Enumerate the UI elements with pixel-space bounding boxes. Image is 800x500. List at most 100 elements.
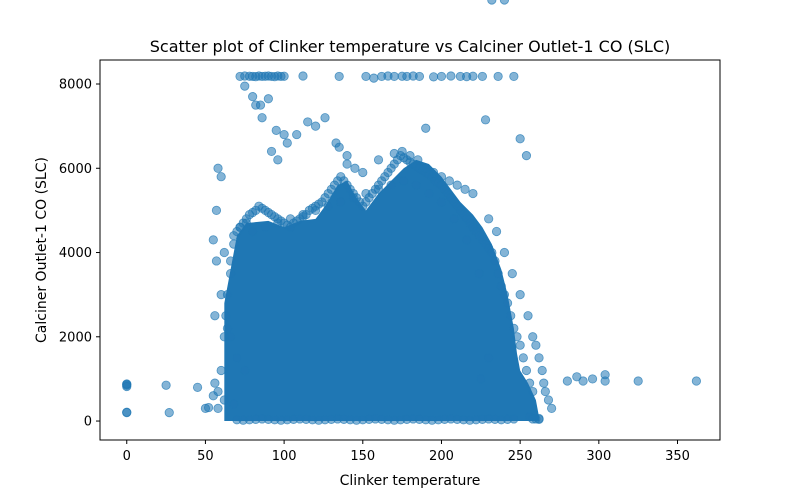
scatter-point: [386, 180, 396, 190]
y-tick-label: 2000: [59, 330, 92, 345]
scatter-point: [229, 231, 239, 241]
scatter-point: [213, 163, 223, 173]
scatter-point: [161, 380, 171, 390]
scatter-point: [484, 214, 494, 224]
scatter-point: [502, 298, 513, 308]
scatter-point: [336, 197, 346, 207]
x-tick-label: 350: [665, 449, 690, 464]
scatter-point: [531, 340, 541, 350]
scatter-point: [468, 188, 478, 199]
x-axis: 0 50 100 150 200 250 300 350: [123, 440, 690, 464]
scatter-point: [342, 159, 352, 169]
scatter-point: [219, 247, 229, 258]
scatter-point: [334, 71, 344, 82]
x-tick-label: 200: [429, 449, 454, 464]
scatter-point: [487, 0, 497, 5]
x-tick-label: 50: [197, 449, 214, 464]
scatter-point: [572, 372, 582, 382]
scatter-point: [515, 134, 525, 144]
scatter-point: [499, 0, 510, 5]
scatter-point: [260, 222, 270, 232]
scatter-point: [358, 167, 368, 178]
chart-title: Scatter plot of Clinker temperature vs C…: [150, 37, 671, 56]
scatter-point: [587, 374, 598, 384]
scatter-point: [320, 113, 330, 123]
scatter-point: [474, 268, 484, 279]
y-tick-label: 8000: [59, 78, 92, 93]
dense-point-cloud: [224, 159, 540, 422]
scatter-point: [271, 125, 281, 135]
scatter-point: [219, 395, 229, 405]
y-tick-label: 0: [84, 415, 92, 430]
scatter-point: [240, 81, 250, 91]
scatter-point: [279, 71, 289, 81]
scatter-point: [496, 281, 506, 291]
scatter-point: [523, 311, 533, 321]
scatter-point: [468, 71, 478, 81]
scatter-point: [221, 311, 231, 321]
scatter-point: [460, 184, 470, 194]
scatter-point: [373, 155, 384, 165]
scatter-point: [389, 71, 399, 82]
scatter-point: [444, 176, 454, 186]
scatter-point: [229, 239, 239, 249]
scatter-point: [487, 247, 497, 258]
scatter-point: [509, 323, 519, 333]
scatter-point: [211, 205, 222, 215]
scatter-point: [633, 376, 643, 386]
scatter-point: [310, 205, 321, 215]
scatter-point: [298, 210, 308, 220]
x-tick-label: 150: [350, 449, 375, 464]
scatter-point: [534, 353, 544, 363]
scatter-point: [303, 117, 313, 127]
y-axis: 0 2000 4000 6000 8000: [59, 78, 100, 430]
scatter-point: [282, 138, 292, 148]
plot-frame: [99, 59, 721, 441]
scatter-point: [521, 151, 532, 161]
scatter-point: [476, 374, 486, 384]
scatter-point: [540, 386, 550, 397]
scatter-point: [405, 151, 415, 161]
scatter-point: [493, 268, 503, 279]
scatter-point: [413, 155, 423, 165]
scatter-point: [241, 218, 251, 228]
scatter-point: [509, 71, 519, 82]
dense-point-region: [224, 159, 540, 422]
scatter-point: [251, 100, 261, 110]
scatter-point: [499, 247, 510, 258]
scatter-point: [232, 353, 242, 363]
scatter-point: [436, 197, 447, 207]
scatter-point: [292, 129, 302, 140]
x-tick-label: 100: [272, 449, 297, 464]
scatter-point: [229, 399, 239, 409]
scatter-point: [399, 176, 409, 186]
scatter-point: [310, 121, 321, 131]
scatter-point: [521, 365, 532, 376]
scatter-point: [578, 376, 588, 386]
scatter-point: [226, 256, 236, 266]
scatter-point: [462, 235, 472, 245]
scatter-point: [361, 71, 371, 82]
scatter-point: [348, 193, 358, 203]
scatter-point: [506, 311, 516, 321]
scatter-point: [361, 188, 371, 199]
scatter-points: [122, 0, 701, 425]
y-axis-label: Calciner Outlet-1 CO (SLC): [34, 157, 50, 343]
scatter-point: [537, 365, 547, 376]
scatter-point: [263, 94, 273, 104]
scatter-point: [210, 378, 220, 388]
plot-area: [122, 0, 701, 425]
scatter-point: [216, 172, 226, 182]
scatter-point: [452, 180, 462, 190]
scatter-point: [342, 151, 352, 161]
scatter-point: [429, 167, 439, 178]
scatter-point: [509, 414, 519, 424]
scatter-point: [421, 163, 431, 173]
scatter-point: [397, 146, 407, 157]
scatter-point: [216, 365, 226, 376]
scatter-point: [562, 376, 572, 386]
scatter-point: [240, 365, 250, 376]
scatter-point: [484, 353, 494, 363]
x-tick-label: 0: [123, 449, 131, 464]
scatter-point: [436, 71, 447, 82]
